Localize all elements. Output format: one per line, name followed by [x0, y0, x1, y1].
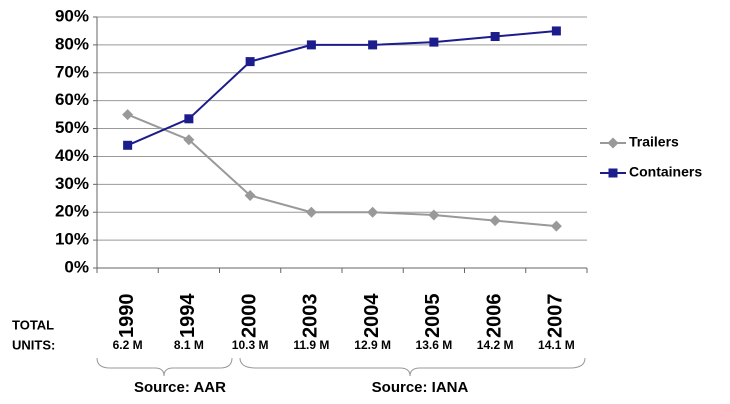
units-label: 8.1 M: [174, 338, 204, 352]
data-point: [367, 206, 379, 218]
y-tick-label: 60%: [55, 90, 89, 109]
x-tick-label: 2004: [361, 293, 383, 338]
brace: [239, 357, 586, 377]
units-label: 13.6 M: [416, 338, 453, 352]
data-point: [244, 189, 256, 201]
y-tick-label: 70%: [55, 62, 89, 81]
data-point: [551, 26, 561, 36]
total-units-label: TOTAL: [12, 317, 54, 332]
data-point: [184, 114, 194, 124]
units-label: 12.9 M: [354, 338, 391, 352]
data-point: [122, 109, 134, 121]
total-units-label: UNITS:: [12, 337, 55, 352]
units-label: 11.9 M: [293, 338, 329, 352]
y-tick-label: 40%: [55, 146, 89, 165]
x-tick-label: 2006: [483, 294, 505, 339]
y-tick-label: 10%: [55, 230, 89, 249]
legend-label: Trailers: [629, 134, 679, 150]
y-tick-label: 90%: [55, 6, 89, 25]
data-point: [306, 40, 316, 50]
legend-label: Containers: [629, 164, 702, 180]
data-point: [123, 140, 133, 150]
y-tick-label: 50%: [55, 118, 89, 137]
legend-marker: [607, 137, 619, 149]
series-line: [127, 113, 557, 228]
data-point: [305, 206, 317, 218]
data-point: [550, 220, 562, 232]
series-line: [127, 29, 557, 147]
data-point: [489, 215, 501, 227]
x-tick-label: 2003: [300, 294, 322, 339]
units-label: 10.3 M: [232, 338, 269, 352]
units-label: 6.2 M: [113, 338, 143, 352]
y-tick-label: 0%: [64, 257, 89, 276]
source-label: Source: AAR: [134, 379, 226, 396]
units-label: 14.1 M: [538, 338, 575, 352]
data-point: [183, 134, 195, 146]
data-point: [245, 57, 255, 67]
units-label: 14.2 M: [477, 338, 514, 352]
brace: [96, 357, 233, 377]
legend-marker: [608, 168, 618, 178]
x-tick-label: 2007: [545, 294, 567, 339]
y-tick-label: 80%: [55, 34, 89, 53]
x-tick-label: 1990: [116, 294, 138, 339]
y-tick-label: 30%: [55, 174, 89, 193]
x-tick-label: 1994: [177, 293, 199, 338]
y-tick-label: 20%: [55, 202, 89, 221]
x-tick-label: 2000: [238, 294, 260, 339]
x-tick-label: 2005: [422, 294, 444, 339]
data-point: [368, 40, 378, 50]
data-point: [490, 32, 500, 42]
data-point: [428, 209, 440, 221]
source-label: Source: IANA: [372, 379, 469, 396]
data-point: [429, 37, 439, 47]
